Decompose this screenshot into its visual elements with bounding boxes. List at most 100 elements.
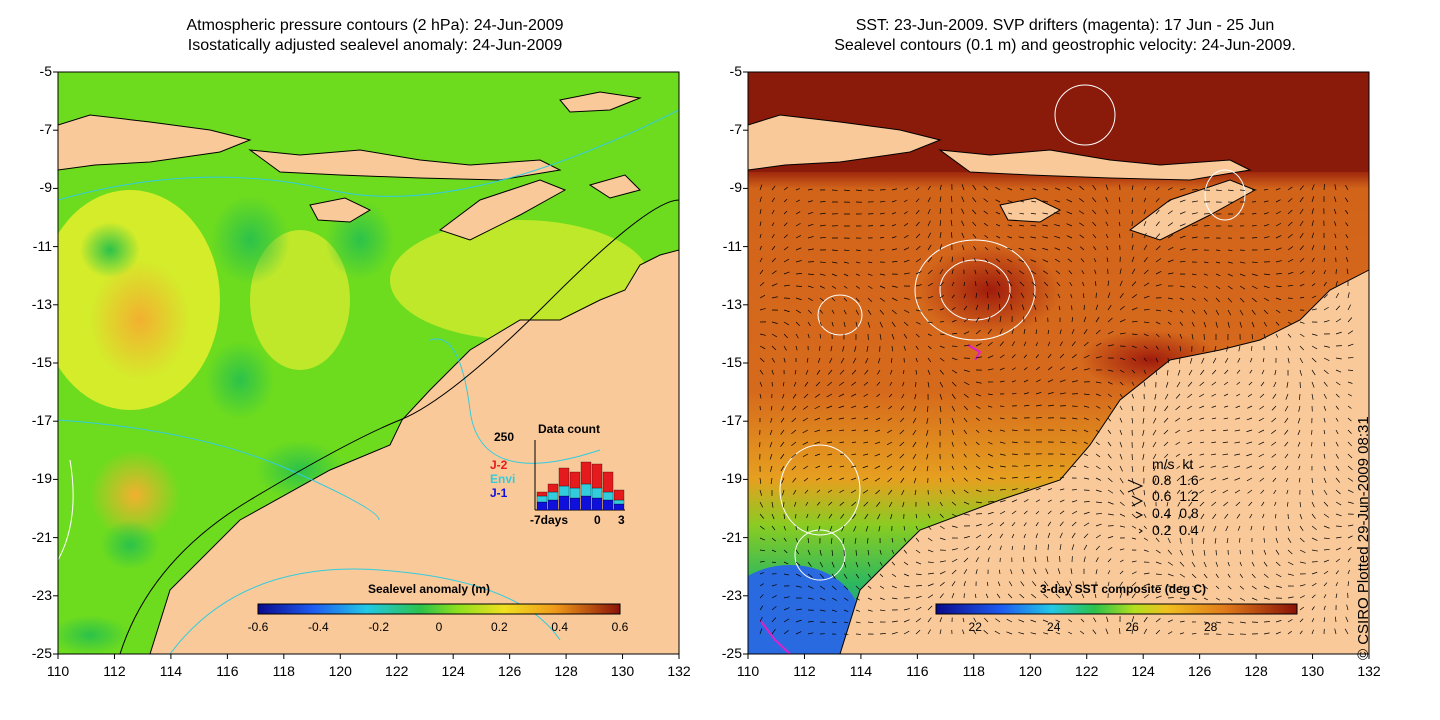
velocity-arrow xyxy=(1055,593,1061,599)
velocity-arrow xyxy=(975,569,978,575)
x-tick-label: 116 xyxy=(216,663,239,679)
velocity-arrow xyxy=(1344,197,1349,203)
velocity-arrow xyxy=(770,417,773,423)
velocity-arrow xyxy=(1263,585,1270,589)
velocity-arrow xyxy=(1347,581,1350,587)
velocity-arrow xyxy=(927,208,931,215)
velocity-arrow xyxy=(1335,393,1340,398)
velocity-arrow xyxy=(1092,184,1097,191)
data-count-xlabel-start: -7days xyxy=(530,513,569,527)
velocity-arrow xyxy=(1032,293,1037,299)
velocity-arrow xyxy=(1119,357,1126,360)
velocity-arrow xyxy=(807,549,811,556)
velocity-arrow xyxy=(963,293,967,299)
colorbar-tick-label: 0.2 xyxy=(490,620,508,634)
velocity-arrow xyxy=(1239,297,1245,303)
velocity-arrow xyxy=(1066,223,1073,227)
colorbar-tick-label: 28 xyxy=(1203,620,1218,634)
velocity-arrow xyxy=(1287,333,1292,338)
velocity-arrow xyxy=(1211,405,1217,408)
velocity-arrow xyxy=(1285,477,1289,483)
y-tick-label: -19 xyxy=(721,470,742,487)
velocity-arrow xyxy=(1299,595,1305,599)
velocity-arrow xyxy=(1203,537,1205,544)
velocity-arrow xyxy=(1239,321,1242,328)
velocity-arrow xyxy=(1082,293,1085,299)
velocity-arrow xyxy=(879,573,884,578)
velocity-arrow xyxy=(1287,271,1294,275)
velocity-arrow xyxy=(783,607,790,611)
velocity-arrow xyxy=(814,453,821,457)
velocity-arrow xyxy=(1224,405,1229,408)
velocity-arrow xyxy=(1119,429,1123,436)
velocity-arrow xyxy=(927,513,931,519)
velocity-arrow xyxy=(927,197,931,203)
sla-colorbar-label: Sealevel anomaly (m) xyxy=(368,582,491,596)
velocity-arrow xyxy=(1175,429,1181,434)
velocity-arrow xyxy=(985,593,989,599)
velocity-arrow xyxy=(1215,261,1221,264)
velocity-arrow xyxy=(759,605,764,611)
velocity-arrow xyxy=(1210,453,1217,456)
velocity-arrow xyxy=(1224,513,1229,519)
velocity-arrow xyxy=(903,608,910,611)
velocity-arrow xyxy=(987,393,993,396)
velocity-arrow xyxy=(1035,391,1042,395)
velocity-arrow xyxy=(1258,429,1265,433)
velocity-arrow xyxy=(879,333,882,340)
velocity-arrow xyxy=(759,184,763,191)
velocity-arrow xyxy=(1284,453,1289,459)
velocity-arrow xyxy=(1035,522,1039,527)
velocity-arrow xyxy=(795,537,798,543)
velocity-arrow xyxy=(951,489,956,494)
velocity-arrow xyxy=(782,393,785,399)
velocity-arrow xyxy=(1335,441,1339,447)
velocity-arrow xyxy=(1143,572,1150,575)
velocity-arrow xyxy=(1271,417,1277,423)
velocity-arrow xyxy=(901,489,905,496)
velocity-arrow xyxy=(1311,283,1316,287)
velocity-arrow xyxy=(795,513,797,519)
velocity-arrow xyxy=(1131,185,1134,191)
velocity-arrow xyxy=(1107,381,1113,385)
data-count-bars xyxy=(536,461,625,511)
data-count-bar-segment xyxy=(591,497,603,511)
velocity-arrow xyxy=(1153,405,1157,412)
velocity-arrow xyxy=(1261,501,1265,507)
velocity-arrow xyxy=(999,522,1005,527)
velocity-arrow xyxy=(1066,199,1073,203)
velocity-arrow xyxy=(1275,585,1282,588)
velocity-arrow xyxy=(1298,465,1301,471)
velocity-arrow xyxy=(795,260,802,263)
velocity-arrow xyxy=(939,477,942,483)
velocity-arrow xyxy=(1155,537,1160,543)
velocity-arrow xyxy=(1167,333,1171,338)
velocity-arrow xyxy=(1311,245,1315,251)
velocity-arrow xyxy=(831,309,835,314)
velocity-arrow xyxy=(1311,606,1315,611)
velocity-arrow xyxy=(1191,285,1196,288)
velocity-arrow xyxy=(996,235,1001,239)
velocity-arrow xyxy=(1042,224,1049,227)
velocity-arrow xyxy=(1323,605,1326,611)
data-count-bar-segment xyxy=(602,491,614,501)
velocity-arrow xyxy=(759,381,763,387)
velocity-arrow xyxy=(771,296,778,299)
velocity-arrow xyxy=(1155,186,1160,191)
velocity-arrow xyxy=(891,200,897,203)
velocity-arrow xyxy=(1311,184,1315,191)
velocity-arrow xyxy=(819,261,826,263)
velocity-arrow xyxy=(1054,235,1061,239)
velocity-arrow xyxy=(926,405,929,412)
velocity-arrow xyxy=(999,465,1006,468)
velocity-arrow xyxy=(1323,465,1326,472)
velocity-arrow xyxy=(771,345,777,351)
velocity-arrow xyxy=(891,573,897,578)
velocity-arrow xyxy=(1119,319,1126,323)
velocity-arrow xyxy=(1187,477,1193,481)
velocity-arrow xyxy=(1047,329,1050,335)
velocity-arrow xyxy=(1167,234,1174,239)
velocity-arrow xyxy=(1249,369,1253,374)
velocity-arrow xyxy=(999,328,1003,335)
velocity-arrow xyxy=(1071,354,1077,359)
